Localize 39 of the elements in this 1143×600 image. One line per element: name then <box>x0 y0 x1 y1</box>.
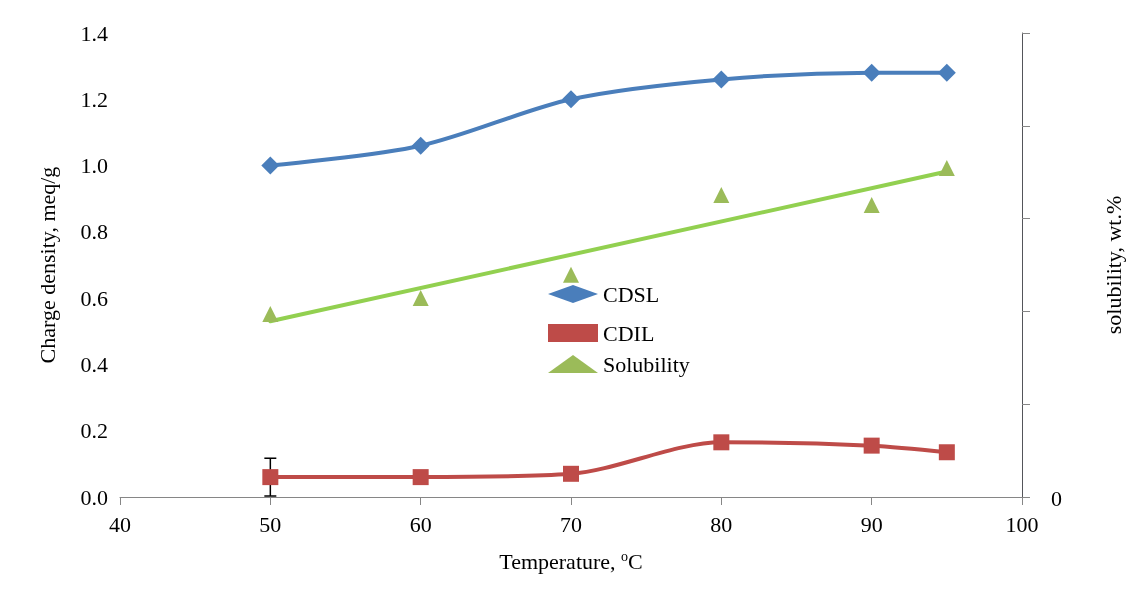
point <box>862 63 881 82</box>
point <box>863 197 880 214</box>
x-tick-label: 40 <box>109 511 131 537</box>
point <box>713 186 730 203</box>
point <box>563 266 579 283</box>
point <box>412 289 429 306</box>
point <box>261 156 280 175</box>
y-tick-label: 0.8 <box>80 219 108 245</box>
legend-label: CDSL <box>603 281 660 307</box>
point <box>712 70 731 89</box>
x-tick-label: 50 <box>259 511 282 537</box>
y2-axis-title: solubility, wt.% <box>1100 195 1126 335</box>
point <box>411 136 430 155</box>
point <box>563 465 579 482</box>
y-tick-label: 1.4 <box>80 20 108 46</box>
point <box>937 63 956 82</box>
point <box>262 306 279 323</box>
point <box>713 434 730 451</box>
legend-label: CDIL <box>603 320 655 346</box>
x-tick-label: 90 <box>860 511 883 537</box>
point <box>262 469 279 486</box>
y-tick-label: 0.2 <box>80 418 108 444</box>
point <box>412 469 429 486</box>
x-tick-label: 70 <box>560 511 582 537</box>
y-tick-label: 1.0 <box>80 153 108 179</box>
x-tick-label: 80 <box>710 511 733 537</box>
y-tick-label: 0.6 <box>80 285 108 311</box>
point <box>938 159 955 176</box>
y-axis-title: Charge density, meq/g <box>34 166 60 364</box>
legend-label: Solubility <box>603 351 690 377</box>
point <box>863 437 880 454</box>
point <box>562 90 580 109</box>
y-tick-label: 0.0 <box>80 484 108 510</box>
x-tick-label: 60 <box>409 511 432 537</box>
y-tick-label: 0.4 <box>80 351 108 377</box>
text: 0 <box>1051 485 1062 511</box>
point <box>938 444 955 461</box>
x-tick-label: 100 <box>1005 511 1039 537</box>
y-tick-label: 1.2 <box>80 86 108 112</box>
